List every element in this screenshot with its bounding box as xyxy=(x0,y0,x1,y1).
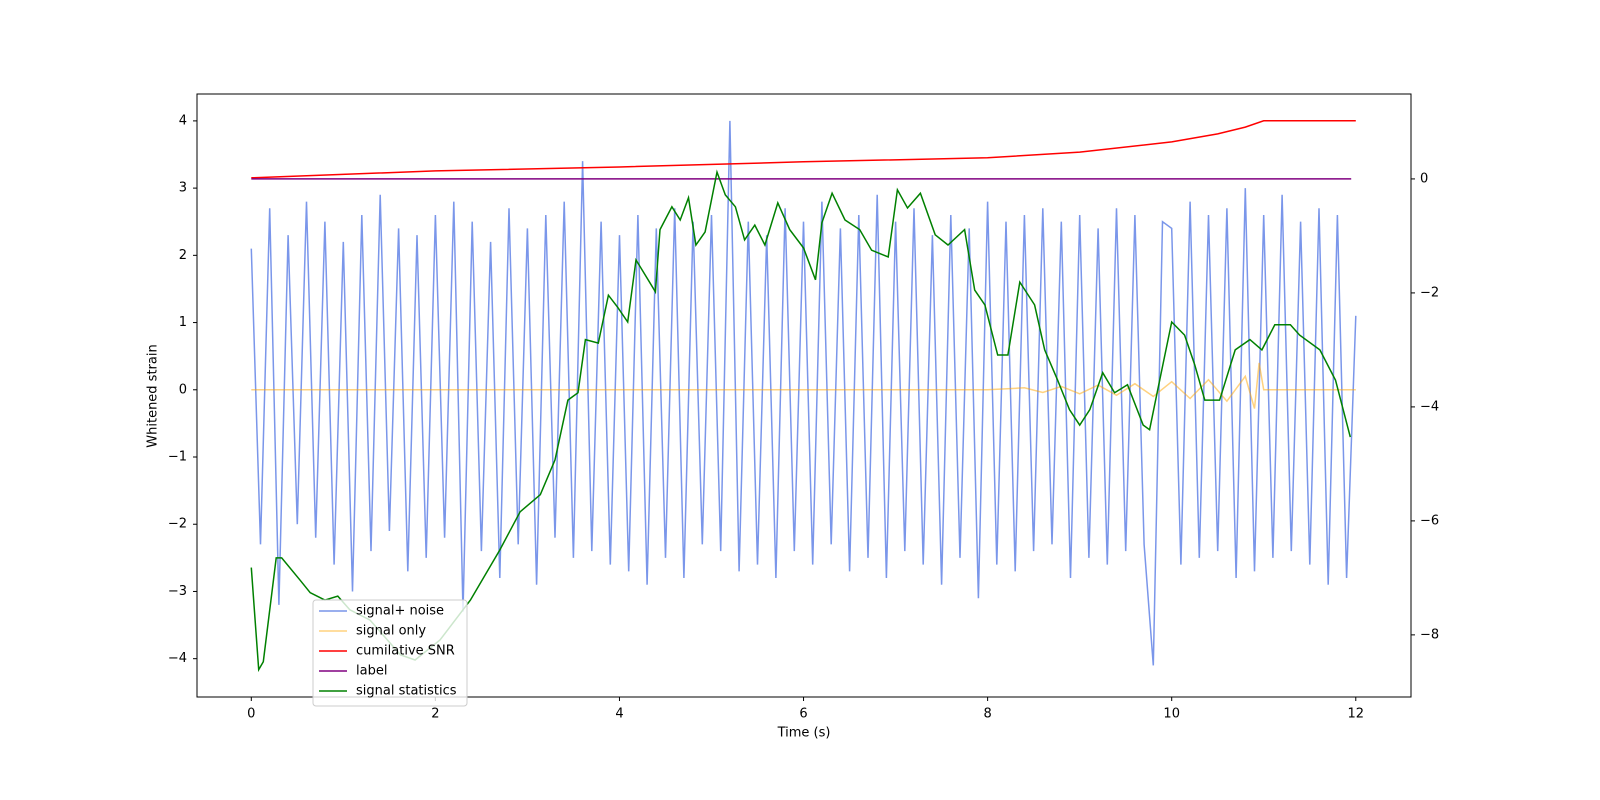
x-tick-label: 12 xyxy=(1348,707,1365,722)
y2-tick-label: −4 xyxy=(1420,399,1439,414)
y-tick-label: 4 xyxy=(179,113,187,128)
x-tick-label: 4 xyxy=(615,707,623,722)
x-tick-label: 8 xyxy=(983,707,991,722)
x-tick-label: 6 xyxy=(799,707,807,722)
legend-label: signal+ noise xyxy=(356,604,444,619)
legend-label: signal only xyxy=(356,624,426,639)
x-axis-label: Time (s) xyxy=(777,726,831,741)
x-tick-label: 0 xyxy=(247,707,255,722)
y-tick-label: 1 xyxy=(179,315,187,330)
x-tick-label: 2 xyxy=(431,707,439,722)
data-line xyxy=(250,169,1352,673)
y-tick-label: −3 xyxy=(168,584,187,599)
y2-tick-label: 0 xyxy=(1420,171,1428,186)
legend-box xyxy=(312,599,468,707)
y-tick-label: −4 xyxy=(168,651,187,666)
y2-tick-label: −2 xyxy=(1420,285,1439,300)
y-tick-label: 2 xyxy=(179,248,187,263)
y2-tick-label: −8 xyxy=(1420,627,1439,642)
legend-label: cumilative SNR xyxy=(356,644,455,659)
y-tick-label: −2 xyxy=(168,517,187,532)
legend-label: label xyxy=(356,664,387,679)
y-tick-label: 0 xyxy=(179,382,187,397)
legend-label: signal statistics xyxy=(356,684,457,699)
y-axis-label: Whitened strain xyxy=(146,344,161,447)
data-line xyxy=(250,120,1357,666)
y-tick-label: −1 xyxy=(168,450,187,465)
data-line xyxy=(251,362,1356,409)
data-line xyxy=(251,120,1356,179)
y-tick-label: 3 xyxy=(179,181,187,196)
y2-tick-label: −6 xyxy=(1420,513,1439,528)
x-tick-label: 10 xyxy=(1163,707,1180,722)
